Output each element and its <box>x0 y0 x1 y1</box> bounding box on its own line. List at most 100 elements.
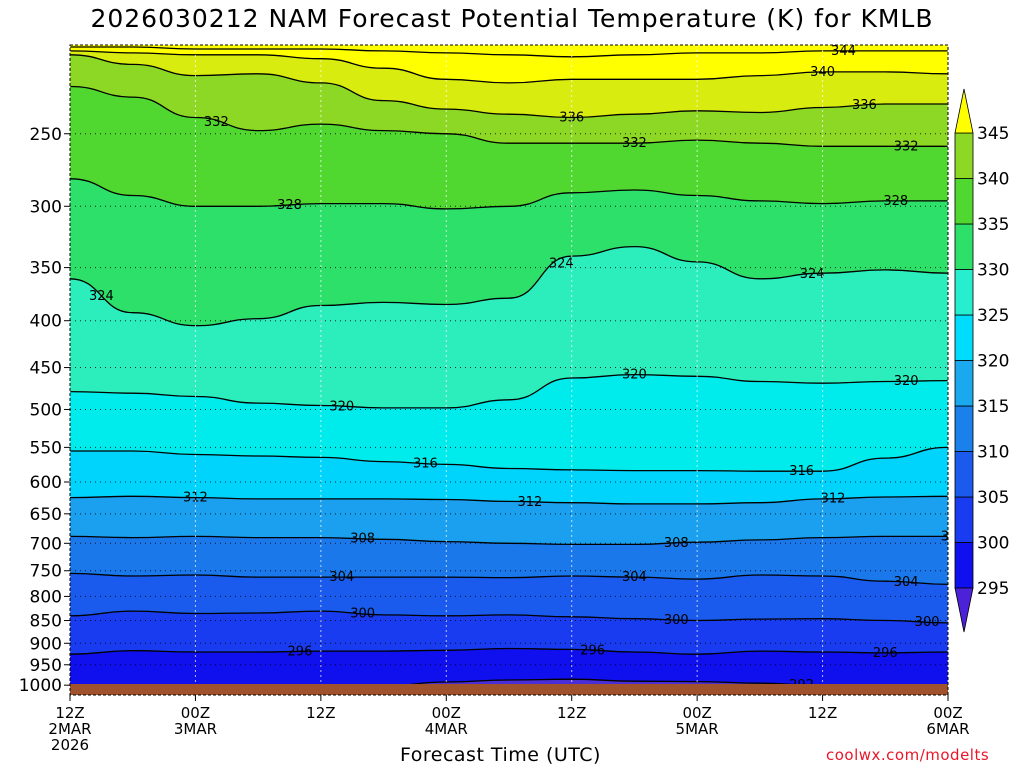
filled-band <box>70 611 948 655</box>
colorbar: 295 300 305 310 315 320 325 330 335 340 345 <box>954 88 1009 633</box>
colorbar-swatch <box>954 269 974 316</box>
filled-band <box>70 648 948 690</box>
contour-line-layer: 2922962962963003003003043043043083083083… <box>70 44 966 693</box>
contour-label: 332 <box>894 139 919 154</box>
filled-band <box>70 374 948 472</box>
colorbar-swatch <box>954 405 974 452</box>
filled-band <box>70 54 948 147</box>
ground-layer <box>70 684 948 695</box>
chart-title: 2026030212 NAM Forecast Potential Temper… <box>90 4 934 33</box>
contour-label: 332 <box>622 136 647 151</box>
contour-line-316 <box>70 446 948 472</box>
filled-band <box>70 447 948 504</box>
x-axis-label: Forecast Time (UTC) <box>400 744 601 766</box>
contour-line-296 <box>70 647 948 655</box>
filled-band <box>70 536 948 585</box>
contour-label: 328 <box>277 198 302 213</box>
contour-label: 344 <box>831 44 856 59</box>
y-axis: 2503003504004505005506006507007508008509… <box>19 125 70 696</box>
colorbar-min-arrow <box>954 587 974 633</box>
x-tick-label: 12Z <box>557 704 586 722</box>
x-tick-label: 00Z <box>432 704 461 722</box>
contour-label: 312 <box>517 495 542 510</box>
plot-frame <box>69 44 949 696</box>
contour-line-332 <box>70 85 948 147</box>
x-tick-label: 00Z <box>682 704 711 722</box>
y-tick-label: 450 <box>30 359 62 379</box>
colorbar-label: 330 <box>977 261 1009 281</box>
colorbar-label: 345 <box>977 124 1009 144</box>
x-tick-label: 12Z <box>808 704 837 722</box>
contour-label: 336 <box>852 98 877 113</box>
contour-label: 304 <box>622 570 647 585</box>
y-tick-label: 800 <box>30 587 62 607</box>
filled-band <box>70 246 948 408</box>
contour-line-304 <box>70 572 948 585</box>
colorbar-label: 335 <box>977 215 1009 235</box>
contour-label: 324 <box>800 267 825 282</box>
contour-label: 312 <box>821 492 846 507</box>
filled-band <box>70 178 948 326</box>
y-tick-label: 350 <box>30 259 62 279</box>
colorbar-label: 295 <box>977 579 1009 599</box>
x-tick-label: 00Z <box>933 704 962 722</box>
y-tick-label: 550 <box>30 438 62 458</box>
contour-label: 304 <box>329 570 354 585</box>
contour-label: 300 <box>350 607 375 622</box>
contour-label: 316 <box>789 464 814 479</box>
colorbar-swatch <box>954 314 974 361</box>
colorbar-swatch <box>954 132 974 179</box>
colorbar-label: 340 <box>977 170 1009 190</box>
x-tick-label: 4MAR <box>425 720 468 738</box>
colorbar-swatch <box>954 360 974 407</box>
contour-label: 304 <box>894 575 919 590</box>
contour-line-336 <box>70 54 948 119</box>
x-tick-label: 12Z <box>306 704 335 722</box>
contour-line-340 <box>70 50 948 84</box>
y-tick-label: 600 <box>30 473 62 493</box>
filled-band <box>70 50 948 118</box>
colorbar-swatch <box>954 496 974 543</box>
x-tick-label: 2026 <box>51 736 89 754</box>
credit-link[interactable]: coolwx.com/modelts <box>826 746 990 764</box>
y-tick-label: 850 <box>30 612 62 632</box>
contour-label: 308 <box>941 529 966 544</box>
contour-label: 340 <box>810 65 835 80</box>
ground-strip <box>70 684 948 695</box>
colorbar-label: 320 <box>977 352 1009 372</box>
filled-band <box>70 496 948 545</box>
colorbar-swatch <box>954 542 974 589</box>
contour-line-344 <box>70 46 948 58</box>
x-tick-label: 3MAR <box>174 720 217 738</box>
contour-label: 296 <box>580 643 605 658</box>
contour-line-300 <box>70 610 948 624</box>
contour-line-320 <box>70 373 948 409</box>
y-tick-label: 950 <box>30 656 62 676</box>
x-tick-label: 12Z <box>55 704 84 722</box>
contour-label: 320 <box>329 399 354 414</box>
y-tick-label: 250 <box>30 125 62 145</box>
filled-band <box>70 573 948 623</box>
contour-label: 320 <box>622 368 647 383</box>
x-tick-label: 5MAR <box>676 720 719 738</box>
contour-label: 308 <box>664 536 689 551</box>
filled-band <box>70 86 948 209</box>
y-tick-label: 500 <box>30 400 62 420</box>
contour-label: 300 <box>664 613 689 628</box>
contour-label: 332 <box>204 115 229 130</box>
contour-line-308 <box>70 535 948 546</box>
contour-label: 296 <box>873 646 898 661</box>
filled-band <box>70 45 948 57</box>
y-tick-label: 900 <box>30 634 62 654</box>
filled-band <box>70 47 948 83</box>
x-tick-label: 6MAR <box>926 720 969 738</box>
contour-label: 324 <box>549 256 574 271</box>
contour-label: 324 <box>89 289 114 304</box>
y-tick-label: 650 <box>30 505 62 525</box>
colorbar-label: 305 <box>977 488 1009 508</box>
colorbar-swatch <box>954 223 974 270</box>
colorbar-max-arrow <box>954 88 974 134</box>
contour-line-312 <box>70 495 948 505</box>
contour-label: 296 <box>288 644 313 659</box>
y-tick-label: 400 <box>30 312 62 332</box>
